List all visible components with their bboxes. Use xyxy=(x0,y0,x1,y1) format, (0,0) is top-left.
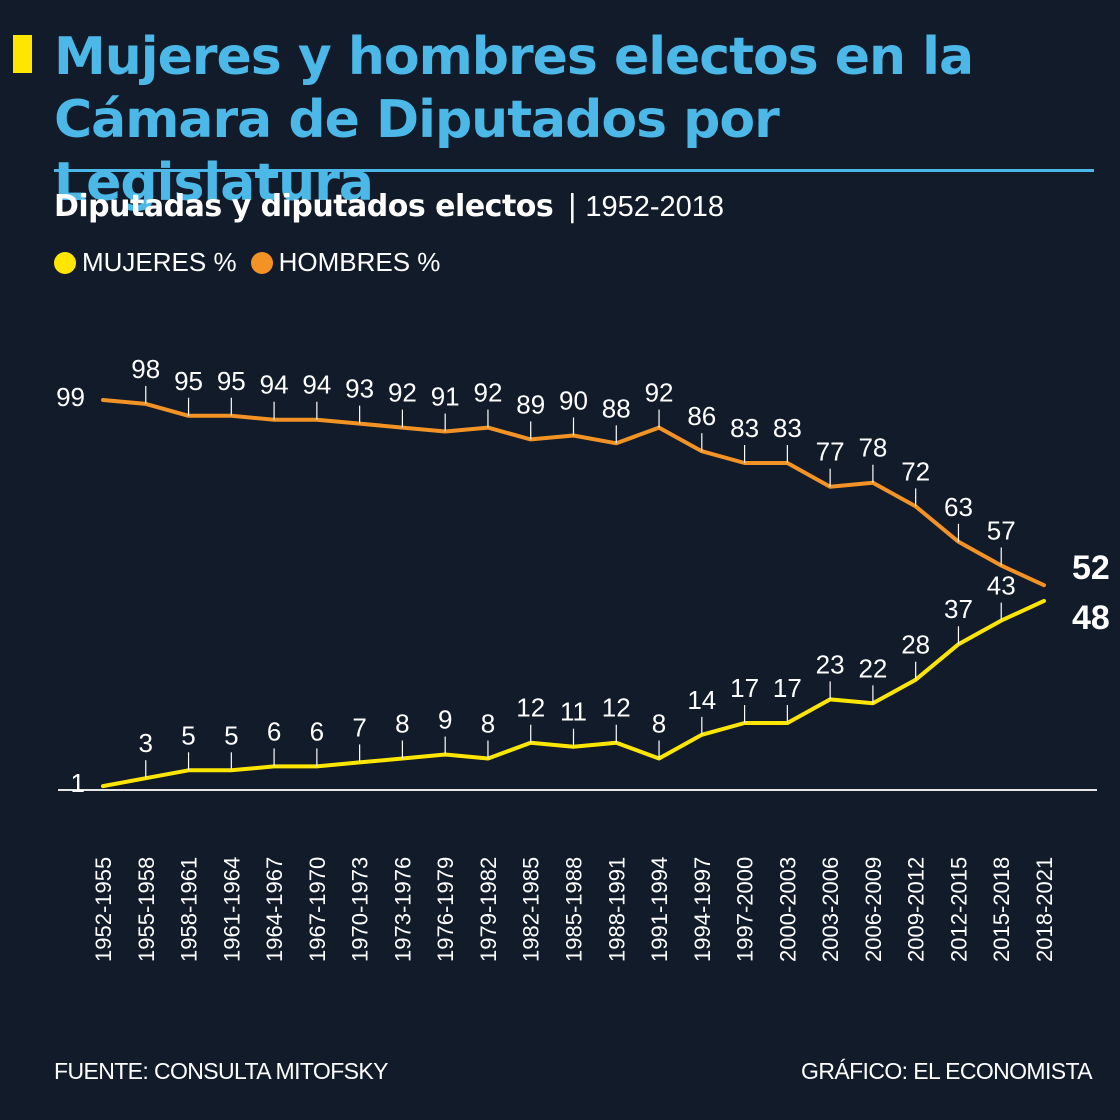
x-tick-label: 1997-2000 xyxy=(733,857,758,962)
x-tick-label: 2003-2006 xyxy=(818,857,843,962)
x-tick-label: 2000-2003 xyxy=(775,857,800,962)
data-label-mujeres: 9 xyxy=(438,705,452,735)
data-label-mujeres: 5 xyxy=(224,720,238,750)
data-label-hombres: 72 xyxy=(901,456,930,486)
data-label-mujeres: 11 xyxy=(560,697,587,727)
data-label-hombres: 93 xyxy=(345,374,374,404)
data-label-hombres: 92 xyxy=(473,378,502,408)
x-tick-label: 1982-1985 xyxy=(519,857,544,962)
data-label-mujeres: 17 xyxy=(730,673,759,703)
data-label-mujeres: 8 xyxy=(395,708,409,738)
subtitle-separator: | xyxy=(567,189,578,224)
x-tick-label: 1961-1964 xyxy=(219,857,244,962)
x-tick-label: 1952-1955 xyxy=(91,857,116,962)
subtitle-text: Diputadas y diputados electos xyxy=(54,189,554,224)
x-tick-label: 1985-1988 xyxy=(562,857,587,962)
x-tick-label: 1976-1979 xyxy=(433,857,458,962)
data-label-hombres: 88 xyxy=(602,393,631,423)
data-label-mujeres: 5 xyxy=(181,720,195,750)
x-tick-label: 2009-2012 xyxy=(904,857,929,962)
chart-title: Mujeres y hombres electos en la Cámara d… xyxy=(54,27,974,213)
x-tick-label: 2018-2021 xyxy=(1032,857,1057,962)
data-label-hombres: 95 xyxy=(217,366,246,396)
data-label-hombres: 94 xyxy=(302,370,331,400)
x-tick-label: 1970-1973 xyxy=(348,857,373,962)
legend-label-hombres: HOMBRES % xyxy=(278,247,441,277)
title-accent-bar xyxy=(13,35,32,73)
x-tick-label: 1964-1967 xyxy=(262,857,287,962)
data-label-mujeres: 12 xyxy=(602,693,631,723)
data-label-hombres: 77 xyxy=(816,437,845,467)
data-label-hombres: 63 xyxy=(944,492,973,522)
data-label-hombres: 98 xyxy=(131,354,160,384)
data-label-mujeres: 3 xyxy=(139,728,153,758)
x-tick-label: 1973-1976 xyxy=(390,857,415,962)
data-label-mujeres: 1 xyxy=(71,768,85,798)
x-tick-label: 1967-1970 xyxy=(305,857,330,962)
data-label-hombres: 92 xyxy=(645,378,674,408)
series-line-mujeres xyxy=(101,598,1046,789)
legend: MUJERES % HOMBRES % xyxy=(54,247,454,278)
data-label-mujeres: 22 xyxy=(858,653,887,683)
x-tick-label: 1958-1961 xyxy=(177,857,202,962)
data-label-hombres: 57 xyxy=(987,515,1016,545)
data-label-hombres: 78 xyxy=(858,433,887,463)
data-label-hombres: 86 xyxy=(687,401,716,431)
data-label-mujeres: 14 xyxy=(687,685,716,715)
data-label-hombres: 92 xyxy=(388,378,417,408)
data-label-hombres: 83 xyxy=(773,413,802,443)
subtitle-range: 1952-2018 xyxy=(585,191,725,223)
data-label-mujeres: 37 xyxy=(944,594,973,624)
legend-item-mujeres: MUJERES % xyxy=(54,247,237,278)
data-label-mujeres: 48 xyxy=(1072,599,1110,637)
data-label-hombres: 95 xyxy=(174,366,203,396)
series-hombres: 99 98 95 95 94 94 93 92 91 92 89 90 88 92 86 83 83 77 78 72… xyxy=(56,354,1110,588)
series-line-hombres xyxy=(101,398,1046,588)
data-label-mujeres: 7 xyxy=(352,712,366,742)
data-label-hombres: 52 xyxy=(1072,549,1110,587)
data-label-mujeres: 28 xyxy=(901,630,930,660)
legend-dot-hombres-icon xyxy=(250,251,273,274)
data-label-hombres: 83 xyxy=(730,413,759,443)
data-label-mujeres: 6 xyxy=(267,716,281,746)
legend-dot-mujeres-icon xyxy=(54,251,76,274)
data-label-mujeres: 12 xyxy=(516,693,545,723)
x-tick-label: 1988-1991 xyxy=(604,857,629,962)
data-label-mujeres: 23 xyxy=(816,649,845,679)
x-tick-label: 1955-1958 xyxy=(134,857,159,962)
data-label-hombres: 89 xyxy=(516,389,545,419)
source-note: FUENTE: CONSULTA MITOFSKY xyxy=(54,1058,388,1084)
credit-note: GRÁFICO: EL ECONOMISTA xyxy=(801,1058,1093,1084)
legend-label-mujeres: MUJERES % xyxy=(82,247,237,277)
data-label-hombres: 94 xyxy=(260,370,289,400)
chart-subtitle: Diputadas y diputados electos | 1952-2018 xyxy=(54,187,724,227)
x-tick-label: 2015-2018 xyxy=(989,857,1014,962)
data-label-mujeres: 17 xyxy=(773,673,802,703)
data-label-mujeres: 6 xyxy=(310,716,324,746)
data-label-mujeres: 43 xyxy=(987,571,1016,601)
x-tick-label: 1994-1997 xyxy=(690,857,715,962)
data-label-hombres: 99 xyxy=(56,382,85,412)
data-label-hombres: 91 xyxy=(431,382,460,412)
data-label-hombres: 90 xyxy=(559,385,588,415)
x-tick-label: 2006-2009 xyxy=(861,857,886,962)
title-divider xyxy=(54,169,1094,172)
x-tick-label: 1979-1982 xyxy=(476,857,501,962)
data-label-mujeres: 8 xyxy=(481,708,495,738)
x-tick-label: 1991-1994 xyxy=(647,857,672,962)
data-label-mujeres: 8 xyxy=(652,708,666,738)
x-tick-label: 2012-2015 xyxy=(946,857,971,962)
legend-item-hombres: HOMBRES % xyxy=(250,247,441,278)
